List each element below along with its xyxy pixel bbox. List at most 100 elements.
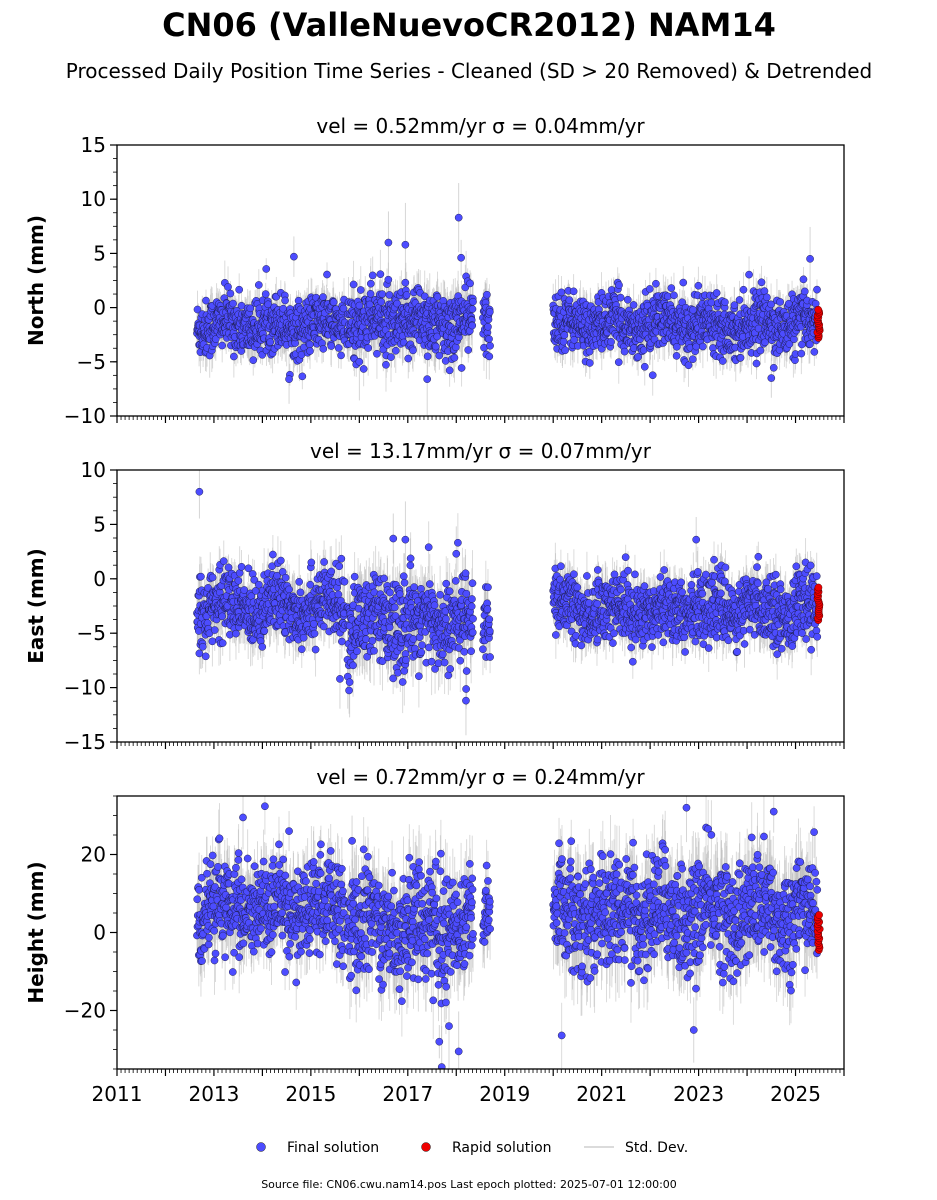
final-point [229, 299, 237, 308]
final-point [356, 286, 365, 294]
final-point [365, 300, 374, 309]
final-point [202, 296, 210, 305]
final-point [735, 296, 744, 304]
final-point-outlier [457, 253, 465, 262]
final-point-outlier [454, 213, 463, 222]
final-point [193, 305, 202, 314]
final-point [323, 270, 331, 279]
ytick-label: −5 [77, 350, 106, 374]
final-point [712, 289, 721, 297]
final-point [384, 275, 393, 284]
final-point [339, 304, 348, 313]
final-point [435, 351, 444, 360]
final-point [689, 306, 697, 314]
final-point [569, 287, 578, 296]
final-point [667, 284, 676, 292]
final-point [230, 352, 238, 361]
final-point [464, 346, 473, 354]
final-point [730, 301, 739, 309]
final-point [757, 278, 766, 287]
final-point [404, 354, 413, 363]
final-point [607, 338, 615, 346]
final-point [468, 321, 477, 330]
final-point [355, 301, 364, 310]
final-point [688, 355, 697, 364]
final-point [640, 362, 649, 371]
final-point [281, 296, 289, 305]
final-point [401, 278, 410, 287]
final-point [785, 340, 794, 348]
final-point [721, 298, 729, 307]
final-point [382, 360, 390, 369]
final-point [391, 346, 400, 355]
final-point [752, 359, 761, 368]
final-point [451, 343, 460, 352]
final-point [254, 281, 263, 289]
final-point [226, 289, 235, 298]
ylabel: North (mm) [24, 215, 48, 346]
final-point-outlier [355, 357, 364, 366]
final-point-outlier [290, 252, 298, 261]
final-point [776, 298, 784, 306]
final-point [670, 291, 678, 300]
final-point [673, 342, 681, 351]
figure-title: CN06 (ValleNuevoCR2012) NAM14 [162, 6, 776, 44]
final-point-outlier [285, 375, 293, 383]
final-point [678, 298, 687, 307]
ytick-label: 10 [81, 187, 106, 211]
final-point [466, 279, 474, 288]
final-point [218, 341, 227, 350]
final-point [235, 285, 243, 294]
final-point [761, 338, 769, 347]
final-point [585, 347, 594, 356]
final-point [684, 361, 693, 370]
final-point [378, 290, 387, 298]
final-point [615, 281, 623, 289]
final-point [450, 353, 459, 362]
final-point [718, 357, 727, 365]
final-points [193, 213, 822, 383]
final-point [614, 358, 623, 366]
ytick-label: 5 [93, 241, 106, 265]
final-point [364, 344, 373, 352]
final-point [319, 293, 327, 301]
final-point [249, 356, 258, 364]
final-point [672, 352, 681, 360]
final-point [560, 331, 569, 339]
final-point-outlier [423, 375, 432, 383]
final-point [457, 364, 466, 372]
final-point [800, 287, 809, 296]
final-point [630, 344, 638, 352]
final-point [224, 283, 232, 291]
final-point [327, 342, 336, 350]
final-point [306, 347, 314, 355]
ytick-label: −10 [64, 404, 106, 428]
final-point-outlier [767, 374, 776, 382]
final-point [334, 344, 343, 352]
final-point [767, 300, 775, 309]
figure-subtitle: Processed Daily Position Time Series - C… [66, 59, 872, 83]
final-point [756, 346, 765, 355]
subplot-0: −10 −5 0 5 10 15 vel = 0.52mm/yr σ = 0.04mm/yr… [24, 114, 845, 428]
final-point [433, 293, 442, 301]
final-point [485, 352, 494, 361]
plot-area-1 [193, 470, 824, 736]
final-point [486, 341, 494, 350]
final-point [246, 304, 255, 313]
final-point [810, 348, 819, 356]
final-point [648, 371, 657, 380]
final-point [694, 281, 703, 290]
final-point [813, 285, 821, 294]
final-point [264, 300, 272, 309]
ytick-label: 0 [93, 296, 106, 320]
subplot-title: vel = 0.52mm/yr σ = 0.04mm/yr [316, 114, 645, 138]
final-point [585, 359, 594, 367]
final-point [366, 289, 375, 298]
final-point [305, 340, 314, 349]
final-point [376, 270, 385, 278]
final-point [623, 295, 632, 304]
final-point [261, 290, 270, 298]
final-point [634, 353, 642, 361]
final-point [432, 342, 440, 351]
